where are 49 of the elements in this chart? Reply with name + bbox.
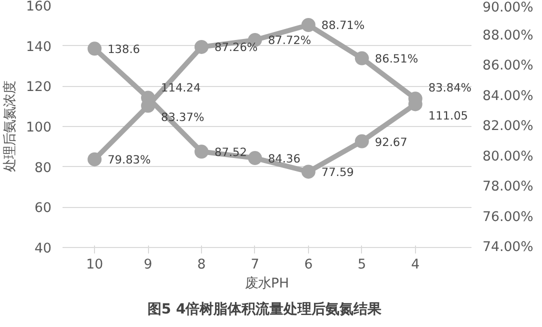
data-label: 87.72% — [268, 32, 312, 47]
x-tick-label: 7 — [250, 258, 260, 272]
data-label: 138.6 — [108, 42, 140, 56]
y2-tick-label: 84.00% — [482, 88, 534, 104]
y2-tick-label: 86.00% — [482, 58, 534, 74]
data-label: 86.51% — [374, 51, 418, 66]
y2-tick-label: 82.00% — [482, 119, 534, 134]
x-axis-title: 废水PH — [244, 276, 290, 292]
x-tick-label: 6 — [304, 258, 313, 272]
data-label: 83.84% — [428, 80, 472, 95]
y-axis-title: 处理后氨氮浓度 — [2, 81, 18, 172]
data-label: 88.71% — [321, 18, 365, 32]
data-label: 114.24 — [161, 80, 201, 94]
point — [354, 134, 369, 148]
x-tick-label: 8 — [197, 258, 206, 272]
data-label: 84.36 — [268, 152, 300, 166]
point — [194, 144, 209, 159]
text: 图5 4倍树脂体积流量处理后氨氮结果 — [147, 300, 383, 318]
point — [194, 40, 209, 54]
data-label: 92.67 — [374, 134, 408, 149]
data-label: 87.26% — [214, 40, 258, 54]
point — [88, 152, 102, 166]
data-label: 111.05 — [428, 108, 468, 123]
x-tick-label: 4 — [411, 258, 420, 272]
y-tick-label: 40 — [34, 242, 52, 256]
point — [248, 151, 262, 166]
y2-tick-label: 76.00% — [482, 210, 534, 225]
y2-tick-label: 80.00% — [482, 149, 534, 164]
y-tick-label: 120 — [26, 80, 52, 96]
point — [354, 51, 369, 66]
y2-tick-label: 90.00% — [482, 0, 534, 16]
y2-tick-label: 74.00% — [482, 240, 534, 255]
y-tick-label: 100 — [26, 120, 52, 136]
x-tick-label: 10 — [86, 258, 104, 272]
y-tick-label: 140 — [26, 40, 52, 55]
x-tick-label: 5 — [358, 258, 366, 272]
data-label: 79.83% — [108, 152, 152, 166]
data-label: 83.37% — [161, 110, 204, 124]
y-tick-label: 160 — [26, 0, 52, 14]
y-tick-label: 60 — [34, 201, 52, 216]
x-tick-label: 9 — [144, 258, 152, 272]
point — [301, 18, 316, 32]
point — [301, 164, 316, 179]
data-label: 77.59 — [321, 165, 354, 180]
y2-tick-label: 78.00% — [482, 180, 534, 194]
y-tick-label: 80 — [34, 160, 52, 176]
data-label: 87.52 — [214, 145, 247, 160]
y2-tick-label: 88.00% — [482, 28, 534, 44]
point — [88, 42, 102, 56]
